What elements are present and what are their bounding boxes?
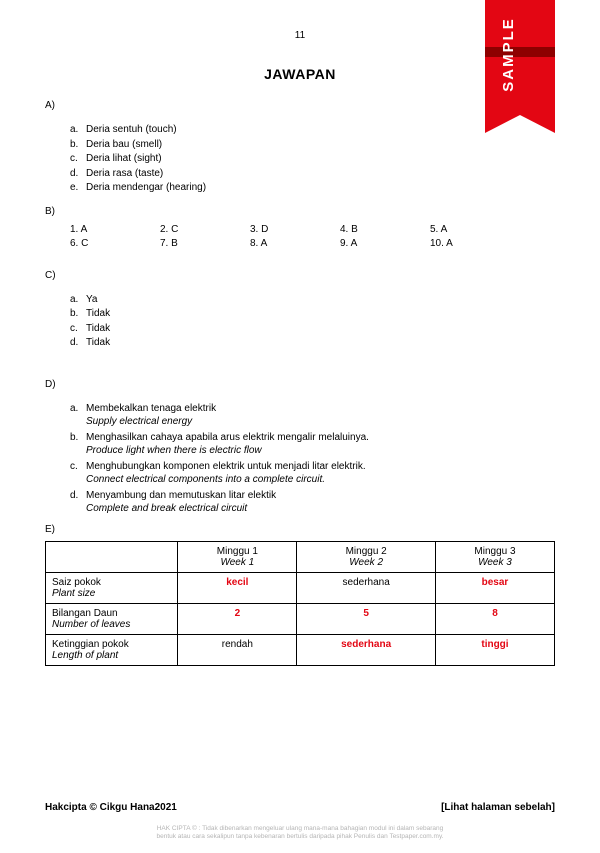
table-cell: besar — [482, 577, 509, 588]
list-text: Deria lihat (sight) — [86, 152, 162, 167]
row-label-en: Length of plant — [52, 650, 118, 661]
fineprint: HAK CIPTA © : Tidak dibenarkan mengeluar… — [0, 825, 600, 841]
page: SAMPLE 11 JAWAPAN A) a.Deria sentuh (tou… — [0, 0, 600, 853]
answer-cell: 10. A — [430, 237, 520, 252]
section-a-label: A) — [45, 100, 555, 111]
table-row: Saiz pokokPlant size kecil sederhana bes… — [46, 572, 555, 603]
list-text: Tidak — [86, 336, 110, 351]
table-cell: sederhana — [343, 577, 390, 588]
section-e-table: Minggu 1Week 1 Minggu 2Week 2 Minggu 3We… — [45, 541, 555, 666]
table-cell: tinggi — [481, 639, 508, 650]
list-letter: d. — [70, 489, 86, 503]
section-e-label: E) — [45, 524, 555, 535]
list-letter: a. — [70, 402, 86, 416]
list-letter: b. — [70, 431, 86, 445]
row-label-en: Plant size — [52, 588, 95, 599]
list-letter: b. — [70, 138, 86, 153]
table-cell: rendah — [222, 639, 253, 650]
list-letter: c. — [70, 322, 86, 337]
section-d-label: D) — [45, 379, 555, 390]
list-text-en: Produce light when there is electric flo… — [86, 444, 555, 458]
answer-cell: 5. A — [430, 223, 520, 238]
table-cell: 5 — [363, 608, 369, 619]
answer-cell: 6. C — [70, 237, 160, 252]
answer-cell: 3. D — [250, 223, 340, 238]
sample-ribbon-bar — [485, 47, 555, 57]
list-letter: c. — [70, 460, 86, 474]
section-a-list: a.Deria sentuh (touch) b.Deria bau (smel… — [70, 123, 555, 196]
sample-label: SAMPLE — [500, 17, 517, 92]
table-head: Minggu 3Week 3 — [435, 541, 554, 572]
section-b-row1: 1. A 2. C 3. D 4. B 5. A — [70, 223, 555, 238]
table-row: Ketinggian pokokLength of plant rendah s… — [46, 634, 555, 665]
list-text: Deria rasa (taste) — [86, 167, 163, 182]
table-cell: kecil — [226, 577, 248, 588]
list-letter: e. — [70, 181, 86, 196]
list-letter: d. — [70, 336, 86, 351]
list-text-ms: Menghasilkan cahaya apabila arus elektri… — [86, 432, 369, 443]
list-text-en: Connect electrical components into a com… — [86, 473, 555, 487]
table-head: Minggu 1Week 1 — [178, 541, 297, 572]
section-c-list: a.Ya b.Tidak c.Tidak d.Tidak — [70, 293, 555, 351]
row-label-en: Number of leaves — [52, 619, 130, 630]
answer-cell: 4. B — [340, 223, 430, 238]
answer-cell: 8. A — [250, 237, 340, 252]
list-text: Deria sentuh (touch) — [86, 123, 177, 138]
footer-right: [Lihat halaman sebelah] — [441, 802, 555, 813]
list-letter: d. — [70, 167, 86, 182]
table-corner — [46, 541, 178, 572]
list-letter: b. — [70, 307, 86, 322]
answer-cell: 2. C — [160, 223, 250, 238]
list-letter: c. — [70, 152, 86, 167]
list-text: Deria bau (smell) — [86, 138, 162, 153]
page-title: JAWAPAN — [45, 66, 555, 82]
row-label-ms: Ketinggian pokok — [52, 639, 129, 650]
table-head: Minggu 2Week 2 — [297, 541, 436, 572]
table-cell: 2 — [235, 608, 241, 619]
list-text: Ya — [86, 293, 98, 308]
list-letter: a. — [70, 123, 86, 138]
table-row: Bilangan DaunNumber of leaves 2 5 8 — [46, 603, 555, 634]
list-letter: a. — [70, 293, 86, 308]
list-text-ms: Menghubungkan komponen elektrik untuk me… — [86, 461, 366, 472]
list-text-en: Complete and break electrical circuit — [86, 502, 555, 516]
section-d-list: a.Membekalkan tenaga elektrikSupply elec… — [70, 402, 555, 516]
sample-ribbon — [485, 0, 555, 115]
answer-cell: 1. A — [70, 223, 160, 238]
answer-cell: 7. B — [160, 237, 250, 252]
section-b-label: B) — [45, 206, 555, 217]
list-text-en: Supply electrical energy — [86, 415, 555, 429]
row-label-ms: Saiz pokok — [52, 577, 101, 588]
table-header-row: Minggu 1Week 1 Minggu 2Week 2 Minggu 3We… — [46, 541, 555, 572]
list-text-ms: Menyambung dan memutuskan litar elektik — [86, 490, 276, 501]
list-text: Tidak — [86, 322, 110, 337]
list-text: Tidak — [86, 307, 110, 322]
section-c-label: C) — [45, 270, 555, 281]
row-label-ms: Bilangan Daun — [52, 608, 118, 619]
footer: Hakcipta © Cikgu Hana2021 [Lihat halaman… — [45, 802, 555, 813]
list-text: Deria mendengar (hearing) — [86, 181, 206, 196]
table-cell: 8 — [492, 608, 498, 619]
page-number: 11 — [45, 30, 555, 41]
table-cell: sederhana — [341, 639, 391, 650]
section-b-row2: 6. C 7. B 8. A 9. A 10. A — [70, 237, 555, 252]
list-text-ms: Membekalkan tenaga elektrik — [86, 403, 216, 414]
answer-cell: 9. A — [340, 237, 430, 252]
footer-left: Hakcipta © Cikgu Hana2021 — [45, 802, 177, 813]
